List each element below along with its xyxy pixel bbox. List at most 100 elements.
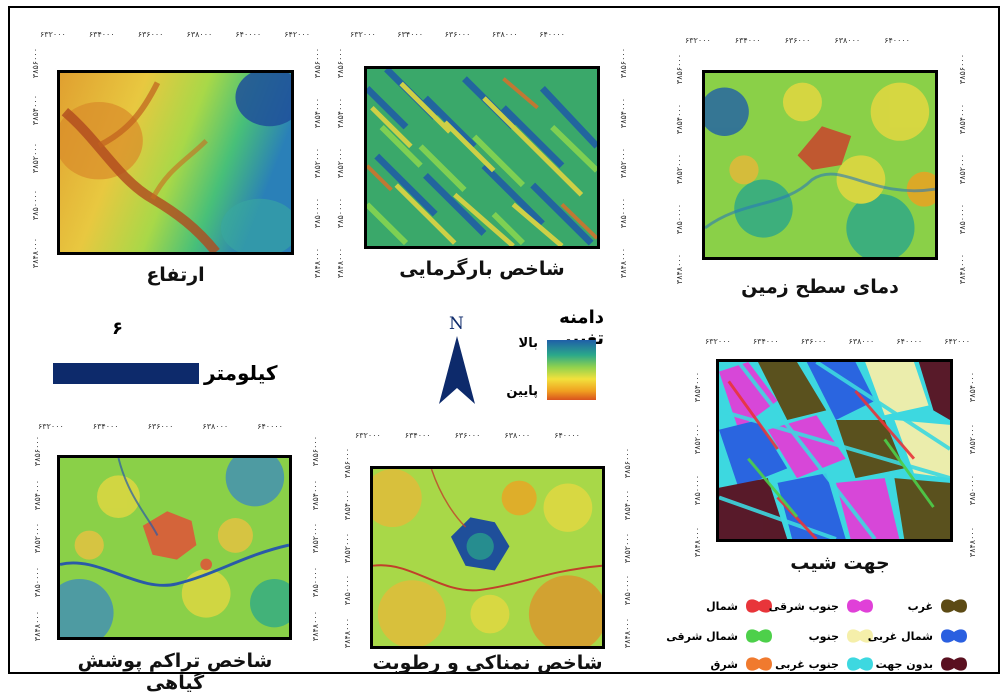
moisture-y-ticks-right: ۳۸۵۶۰۰۰ ۳۸۵۴۰۰۰ ۳۸۵۲۰۰۰ ۳۸۵۰۰۰۰ ۳۸۴۸۰۰۰ [620,448,634,648]
tick-label: ۳۸۵۲۰۰۰ [312,147,322,179]
tick-label: ۶۳۶۰۰۰ [800,337,827,346]
tick-label: ۳۸۵۴۰۰۰ [957,103,967,135]
tick-label: ۶۳۶۰۰۰ [147,422,174,431]
heatload-y-ticks-left: ۳۸۵۶۰۰۰ ۳۸۵۴۰۰۰ ۳۸۵۲۰۰۰ ۳۸۵۰۰۰۰ ۳۸۴۸۰۰۰ [333,48,347,278]
aspect-legend-item: شمال شرقی [666,626,774,646]
aspect-legend-label: شمال شرقی [666,629,738,643]
tick-label: ۳۸۵۲۰۰۰ [335,147,345,179]
tick-label: ۶۳۸۰۰۰ [834,36,861,45]
tick-label: ۳۸۴۸۰۰۰ [32,610,42,641]
aspect-legend-item: غرب [908,596,969,616]
legend-swatch-blob [746,629,772,643]
tick-label: ۳۸۴۸۰۰۰ [342,617,352,648]
scale-bar [53,363,199,384]
aspect-legend-label: جنوب [808,629,839,643]
tick-label: ۶۳۶۰۰۰ [444,30,471,39]
tick-label: ۶۴۰۰۰۰ [235,30,262,39]
tick-label: ۶۳۸۰۰۰ [202,422,229,431]
tick-label: ۶۳۸۰۰۰ [186,30,213,39]
tick-label: ۶۳۲۰۰۰ [40,30,66,39]
tick-label: ۶۳۲۰۰۰ [38,422,64,431]
tick-label: ۳۸۵۴۰۰۰ [967,372,977,403]
tick-label: ۶۳۶۰۰۰ [137,30,164,39]
tick-label: ۳۸۵۰۰۰۰ [342,575,352,606]
heatload-y-ticks-right: ۳۸۵۶۰۰۰ ۳۸۵۴۰۰۰ ۳۸۵۲۰۰۰ ۳۸۵۰۰۰۰ ۳۸۴۸۰۰۰ [616,48,630,278]
tick-label: ۳۸۵۰۰۰۰ [335,197,345,228]
aspect-legend-item: شمال [706,596,774,616]
north-arrow-icon [439,336,475,404]
tick-label: ۶۳۸۰۰۰ [504,431,531,440]
legend-swatch-blob [941,599,967,613]
tick-label: ۳۸۵۴۰۰۰ [622,490,632,521]
legend-swatch-blob [941,629,967,643]
tick-label: ۳۸۴۸۰۰۰ [618,247,628,278]
aspect-title: جهت شیب [790,552,890,574]
tick-label: ۳۸۵۴۰۰۰ [674,103,684,135]
tick-label: ۶۳۶۰۰۰ [784,36,811,45]
tick-label: ۳۸۵۰۰۰۰ [622,575,632,606]
tick-label: ۶۳۲۰۰۰ [685,36,711,45]
elevation-map [57,70,294,255]
tick-label: ۳۸۵۶۰۰۰ [618,48,628,79]
tick-label: ۶۳۴۰۰۰ [752,337,779,346]
tick-label: ۳۸۵۶۰۰۰ [342,448,352,479]
heatload-map [364,66,600,249]
legend-swatch-blob [847,599,873,613]
tick-label: ۶۴۰۰۰۰ [896,337,923,346]
tick-label: ۶۳۶۰۰۰ [454,431,481,440]
aspect-legend-label: بدون جهت [875,657,933,671]
tick-label: ۳۸۵۰۰۰۰ [692,475,702,506]
scale-value: ۶ [112,318,123,339]
aspect-legend-label: شرق [710,657,739,671]
tick-label: ۳۸۴۸۰۰۰ [335,247,345,278]
tick-label: ۶۴۰۰۰۰ [539,30,565,39]
lst-x-ticks: ۶۳۲۰۰۰ ۶۳۴۰۰۰ ۶۳۶۰۰۰ ۶۳۸۰۰۰ ۶۴۰۰۰۰ [685,36,910,45]
tick-label: ۳۸۵۰۰۰۰ [30,190,40,221]
tick-label: ۳۸۴۸۰۰۰ [30,237,40,268]
tick-label: ۶۳۲۰۰۰ [705,337,731,346]
tick-label: ۳۸۵۲۰۰۰ [30,142,40,174]
aspect-legend-item: جنوب غربی [775,654,875,674]
tick-label: ۳۸۵۲۰۰۰ [622,532,632,564]
tick-label: ۳۸۵۶۰۰۰ [30,48,40,79]
aspect-legend-item: جنوب [809,626,875,646]
aspect-legend-label: جنوب غربی [775,657,839,671]
tick-label: ۶۴۲۰۰۰ [944,337,970,346]
heatload-title: شاخص بارگرمایی [399,258,565,280]
lst-title: دمای سطح زمین [741,276,899,298]
tick-label: ۳۸۵۲۰۰۰ [967,423,977,454]
tick-label: ۳۸۴۸۰۰۰ [967,526,977,557]
tick-label: ۳۸۴۸۰۰۰ [674,253,684,284]
tick-label: ۶۳۸۰۰۰ [491,30,518,39]
heatload-x-ticks: ۶۳۲۰۰۰ ۶۳۴۰۰۰ ۶۳۶۰۰۰ ۶۳۸۰۰۰ ۶۴۰۰۰۰ [350,30,565,39]
tick-label: ۳۸۵۴۰۰۰ [312,97,322,129]
tick-label: ۶۳۴۰۰۰ [734,36,761,45]
tick-label: ۳۸۵۶۰۰۰ [335,48,345,79]
range-legend-colorbar [547,340,596,400]
tick-label: ۳۸۵۴۰۰۰ [32,479,42,510]
tick-label: ۳۸۵۰۰۰۰ [32,567,42,598]
tick-label: ۳۸۵۶۰۰۰ [312,48,322,79]
aspect-legend-label: غرب [907,599,933,613]
vegetation-x-ticks: ۶۳۲۰۰۰ ۶۳۴۰۰۰ ۶۳۶۰۰۰ ۶۳۸۰۰۰ ۶۴۰۰۰۰ [38,422,283,431]
legend-swatch-blob [941,657,967,671]
tick-label: ۳۸۵۴۰۰۰ [692,372,702,403]
tick-label: ۶۳۴۰۰۰ [92,422,119,431]
north-arrow: N [437,314,477,406]
aspect-map [716,359,953,542]
tick-label: ۳۸۵۶۰۰۰ [622,448,632,479]
tick-label: ۶۴۰۰۰۰ [554,431,580,440]
tick-label: ۳۸۵۰۰۰۰ [674,203,684,234]
tick-label: ۳۸۵۰۰۰۰ [957,203,967,234]
legend-swatch-blob [847,629,873,643]
tick-label: ۳۸۴۸۰۰۰ [310,610,320,641]
tick-label: ۳۸۴۸۰۰۰ [622,617,632,648]
elevation-y-ticks-left: ۳۸۵۶۰۰۰ ۳۸۵۴۰۰۰ ۳۸۵۲۰۰۰ ۳۸۵۰۰۰۰ ۳۸۴۸۰۰۰ [28,48,42,268]
aspect-y-ticks-left: ۳۸۵۴۰۰۰ ۳۸۵۲۰۰۰ ۳۸۵۰۰۰۰ ۳۸۴۸۰۰۰ [690,372,704,557]
moisture-title: شاخص نمناکی و رطوبت [372,652,603,674]
aspect-legend-label: شمال [706,599,738,613]
aspect-legend-item: شمال غربی [868,626,969,646]
scale-unit: کیلومتر [204,361,278,385]
aspect-x-ticks: ۶۳۲۰۰۰ ۶۳۴۰۰۰ ۶۳۶۰۰۰ ۶۳۸۰۰۰ ۶۴۰۰۰۰ ۶۴۲۰۰… [705,337,970,346]
tick-label: ۳۸۵۶۰۰۰ [32,436,42,467]
